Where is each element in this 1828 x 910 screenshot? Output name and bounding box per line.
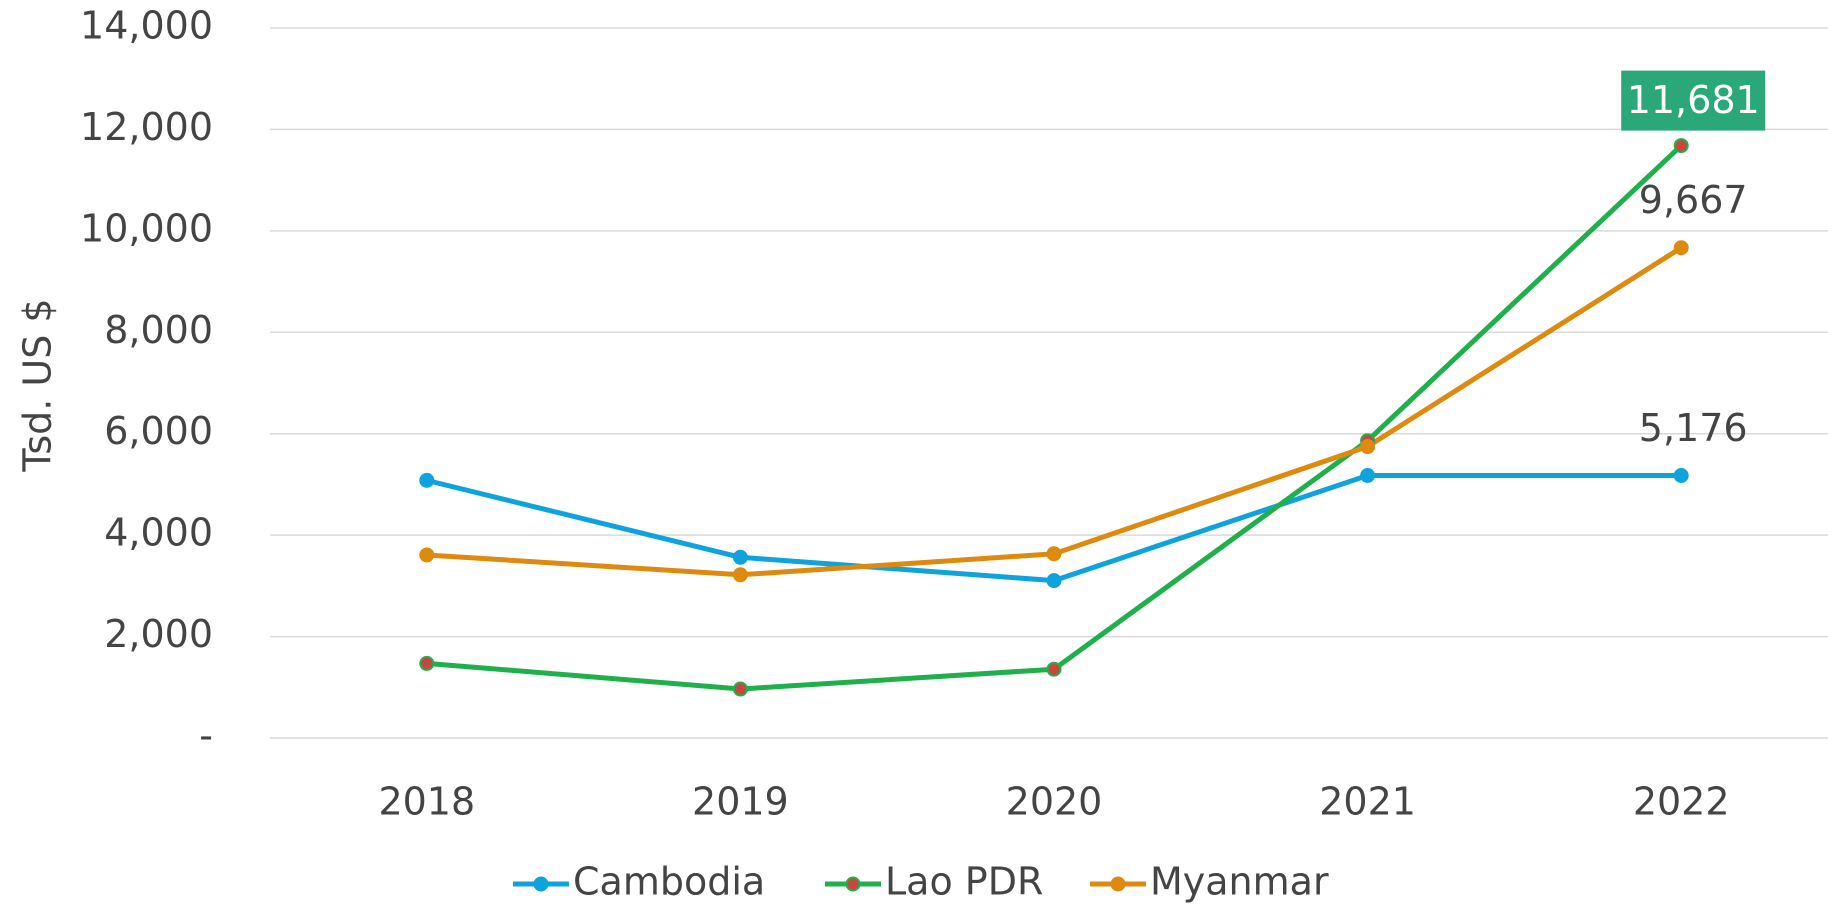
x-tick-label: 2019 bbox=[692, 780, 789, 824]
x-tick-label: 2021 bbox=[1319, 780, 1416, 824]
x-tick-label: 2020 bbox=[1006, 780, 1103, 824]
data-label: 9,667 bbox=[1639, 178, 1748, 222]
data-point bbox=[732, 549, 748, 565]
y-tick-label: 6,000 bbox=[104, 409, 213, 453]
y-tick-label: - bbox=[199, 714, 213, 758]
legend-marker bbox=[1110, 876, 1126, 892]
legend-marker bbox=[845, 876, 861, 892]
data-point bbox=[732, 681, 748, 697]
data-point bbox=[1046, 546, 1062, 562]
data-label-box bbox=[1621, 70, 1766, 131]
data-point bbox=[1673, 468, 1689, 484]
data-point bbox=[419, 547, 435, 563]
y-tick-label: 8,000 bbox=[104, 308, 213, 352]
x-tick-label: 2022 bbox=[1633, 780, 1730, 824]
data-label: 5,176 bbox=[1639, 406, 1748, 450]
x-tick-label: 2018 bbox=[378, 780, 475, 824]
data-point bbox=[1673, 138, 1689, 154]
y-axis-label: Tsd. US $ bbox=[16, 298, 60, 472]
data-point bbox=[1046, 573, 1062, 589]
data-label: 11,681 bbox=[1627, 78, 1760, 122]
legend-marker bbox=[533, 876, 549, 892]
y-tick-label: 14,000 bbox=[80, 4, 213, 48]
y-tick-label: 4,000 bbox=[104, 511, 213, 555]
data-point bbox=[1360, 439, 1376, 455]
y-tick-label: 2,000 bbox=[104, 612, 213, 656]
series-line bbox=[426, 143, 1683, 692]
y-tick-label: 12,000 bbox=[80, 105, 213, 149]
data-point bbox=[1673, 240, 1689, 256]
data-point bbox=[732, 567, 748, 583]
y-tick-label: 10,000 bbox=[80, 206, 213, 250]
data-point bbox=[419, 472, 435, 488]
data-point bbox=[419, 655, 435, 671]
legend-label: Lao PDR bbox=[885, 860, 1043, 904]
legend-label: Cambodia bbox=[573, 860, 765, 904]
data-point bbox=[1360, 468, 1376, 484]
data-point bbox=[1046, 661, 1062, 677]
legend-label: Myanmar bbox=[1150, 860, 1329, 904]
